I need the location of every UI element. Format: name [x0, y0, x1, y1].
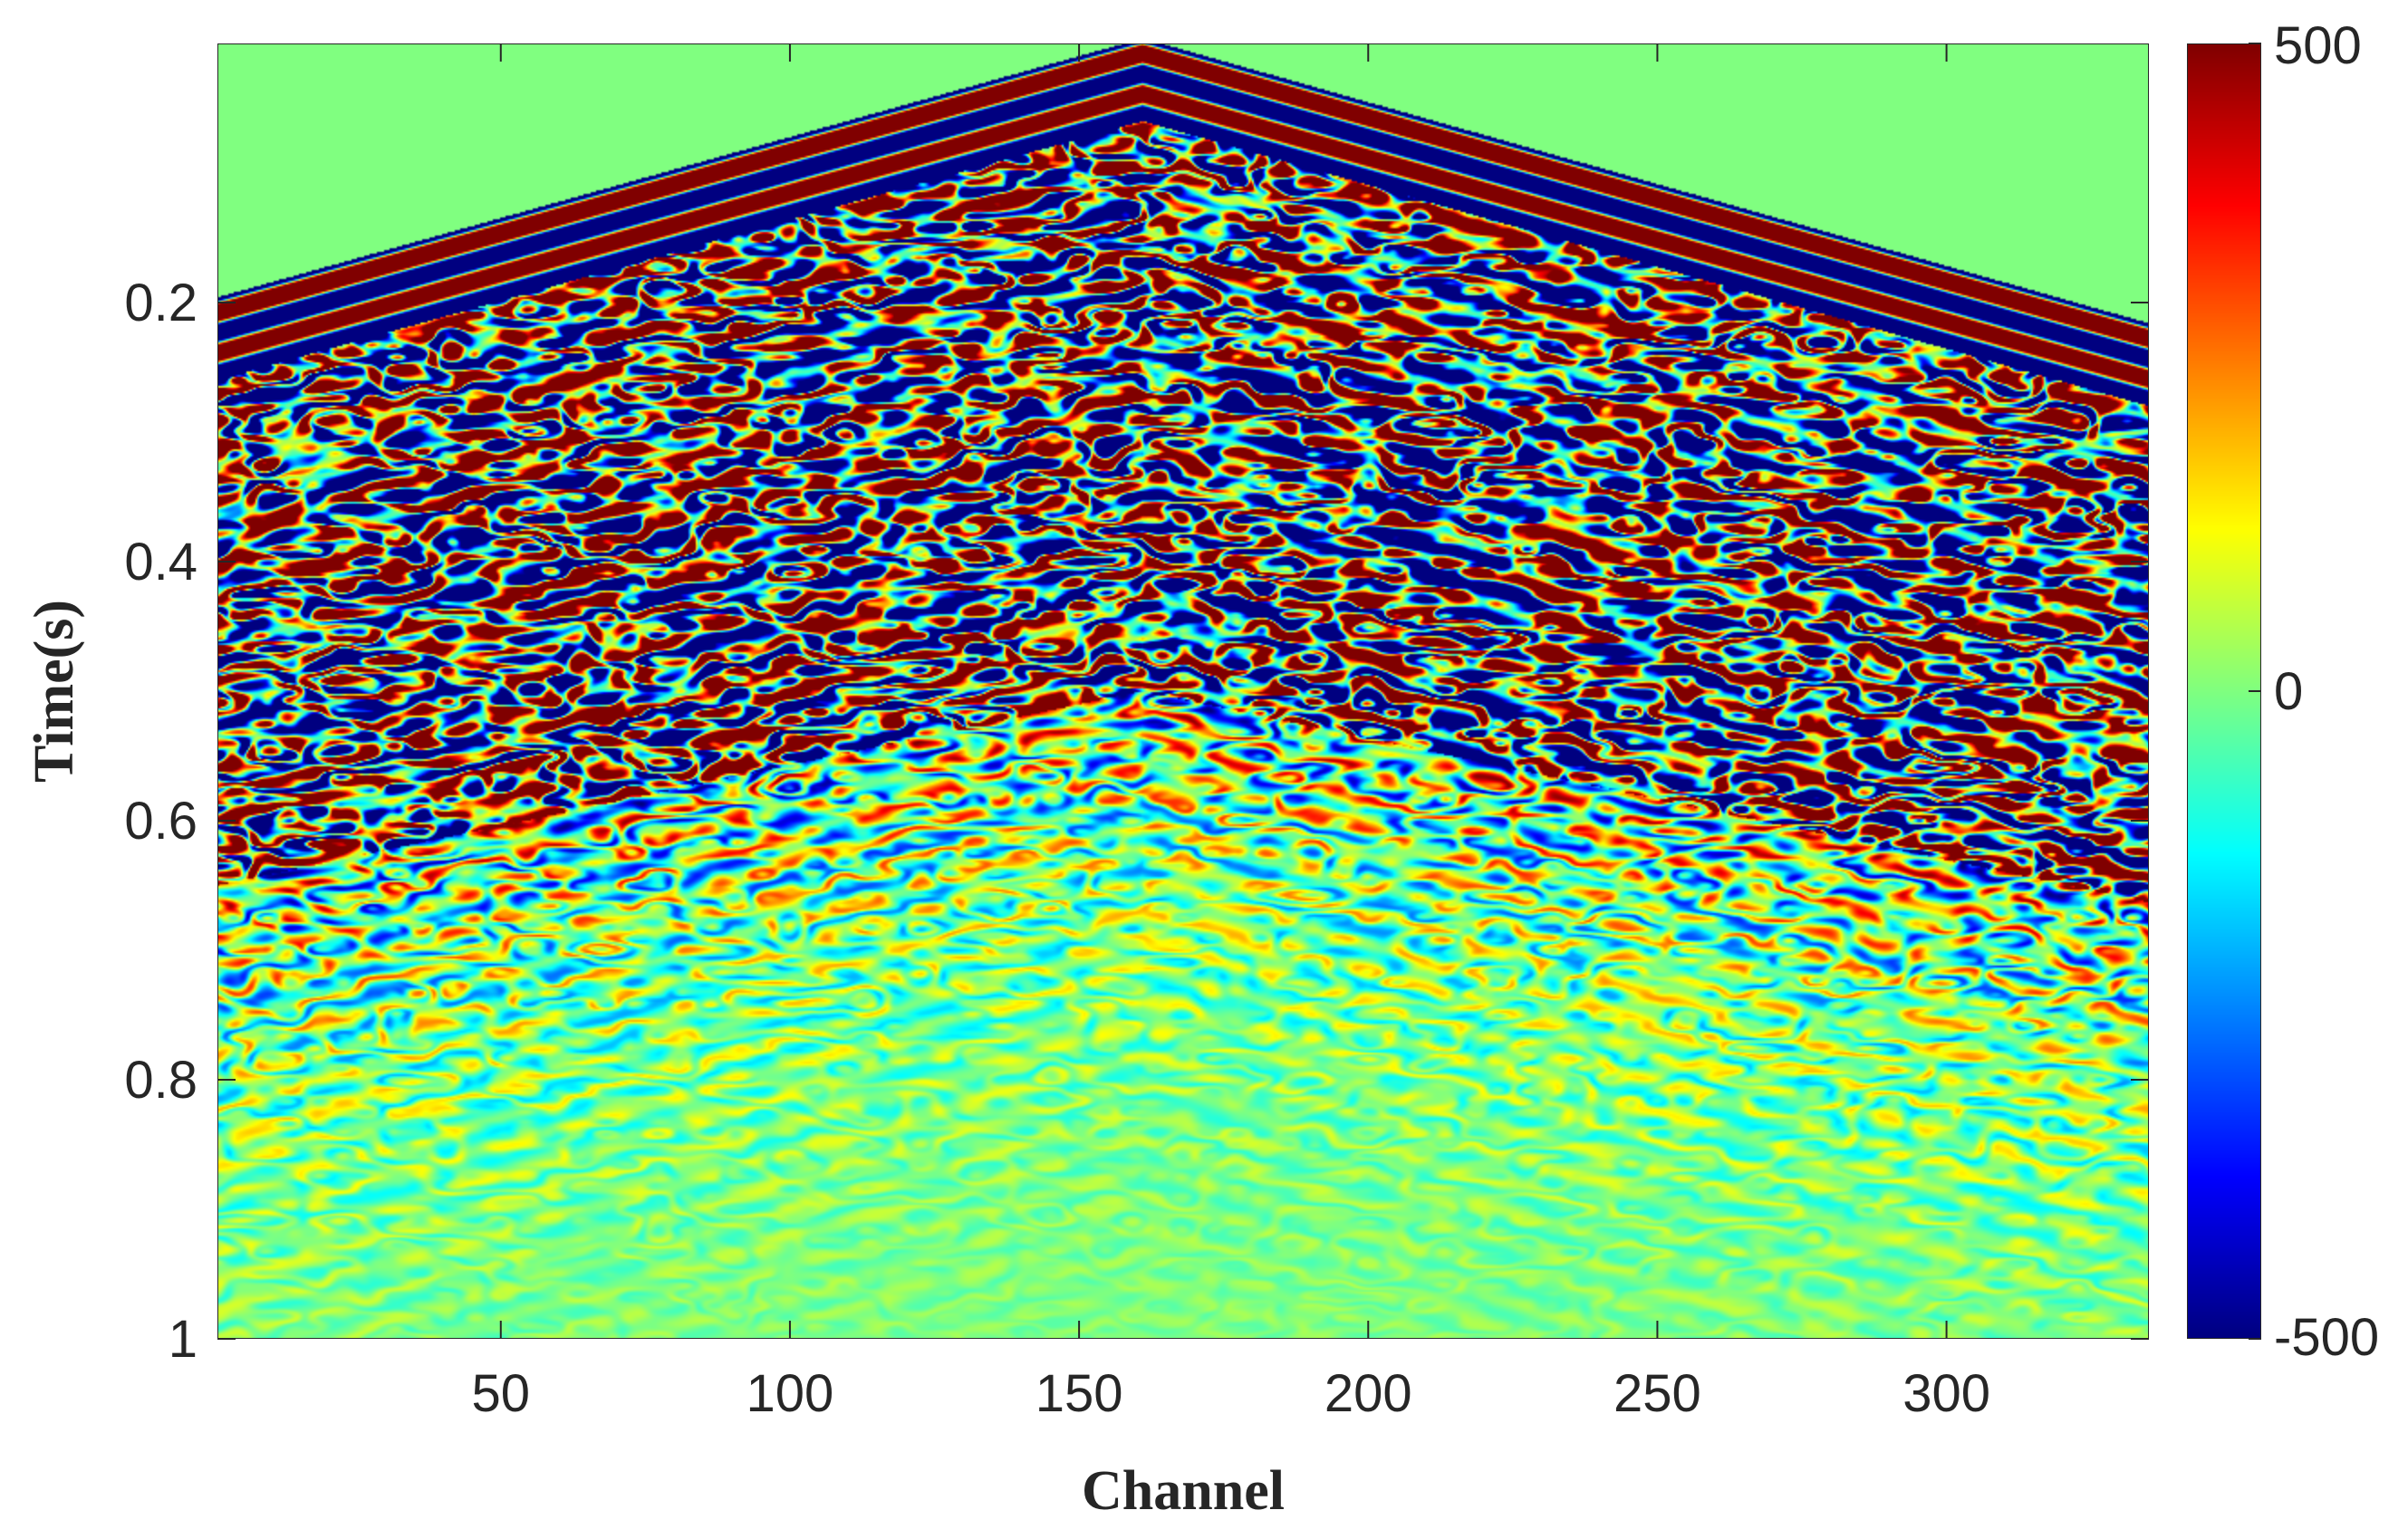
x-axis-title: Channel: [1082, 1460, 1285, 1522]
x-tick-label: 250: [1613, 1364, 1701, 1423]
y-axis: 0.2 0.4 0.6 0.8 1: [124, 274, 2149, 1369]
colorbar-tick-label: -500: [2274, 1308, 2379, 1367]
plot-area: [217, 43, 2149, 1339]
colorbar-axis: 500 0 -500: [2249, 16, 2379, 1367]
x-tick-label: 300: [1902, 1364, 1990, 1423]
y-axis-title: Time(s): [24, 600, 85, 783]
x-axis: 50 100 150 200 250 300: [472, 43, 1990, 1423]
x-tick-label: 200: [1324, 1364, 1412, 1423]
y-tick-label: 1: [169, 1310, 197, 1369]
x-tick-label: 100: [746, 1364, 834, 1423]
y-tick-label: 0.6: [124, 792, 197, 851]
y-tick-label: 0.4: [124, 533, 197, 592]
colorbar-tick-label: 0: [2274, 662, 2303, 721]
x-tick-label: 150: [1035, 1364, 1123, 1423]
y-tick-label: 0.8: [124, 1051, 197, 1110]
seismic-heatmap: [217, 43, 2149, 1339]
y-tick-label: 0.2: [124, 274, 197, 332]
x-tick-label: 50: [472, 1364, 531, 1423]
colorbar-tick-label: 500: [2274, 16, 2362, 75]
